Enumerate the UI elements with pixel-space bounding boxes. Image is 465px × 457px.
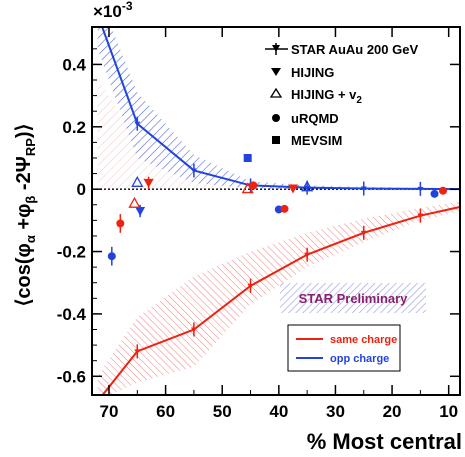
x-tick-label: 30: [326, 402, 345, 421]
x-tick-label: 70: [100, 402, 119, 421]
star-data-point: [190, 327, 197, 333]
legend: STAR AuAu 200 GeV HIJING HIJING + v2 uRQ…: [265, 42, 418, 148]
star-data-point: [360, 186, 367, 192]
legend-open-triangle-marker: [269, 87, 283, 98]
model-point-open-triangle: [128, 196, 141, 208]
y-tick-label: 0: [77, 180, 86, 199]
y-tick-label: 0.4: [62, 55, 86, 74]
model-point-circle: [280, 204, 289, 213]
legend-label-star: STAR AuAu 200 GeV: [291, 42, 418, 57]
model-point-open-triangle: [301, 180, 314, 192]
model-point-open-triangle: [241, 182, 254, 194]
opp-charge-curve: [101, 27, 460, 191]
model-point-down-triangle: [287, 184, 298, 194]
x-tick-label: 10: [439, 402, 458, 421]
legend-star-marker: [272, 45, 280, 52]
star-data-point: [304, 185, 311, 191]
star-data-point: [417, 213, 424, 219]
legend-label-urqmd: uRQMD: [291, 111, 339, 126]
model-point-circle: [439, 186, 448, 195]
legend-entry-star: STAR AuAu 200 GeV: [265, 42, 418, 57]
x-tick-label: 50: [213, 402, 232, 421]
x-tick-label: 20: [383, 402, 402, 421]
plot-frame: [91, 26, 461, 396]
legend-down-triangle-marker: [271, 68, 281, 76]
star-data-point: [134, 121, 141, 127]
legend-circle-marker: [272, 114, 280, 122]
model-point-square: [243, 153, 252, 162]
same-charge-band: [97, 201, 460, 395]
model-point-circle: [116, 219, 125, 228]
star-data-point: [360, 230, 367, 236]
opp-charge-red-band: [97, 80, 279, 190]
y-tick-label: -0.6: [57, 367, 86, 386]
x-tick-label: 60: [156, 402, 175, 421]
legend-entry-urqmd: uRQMD: [272, 111, 339, 126]
legend-label-hijing: HIJING: [291, 65, 334, 80]
model-point-down-triangle: [135, 207, 146, 216]
x-tick-label: 40: [269, 402, 288, 421]
y-tick-label: -0.2: [57, 243, 86, 262]
same-charge-label: same charge: [330, 334, 397, 346]
star-data-point: [417, 186, 424, 192]
model-point-circle: [430, 189, 439, 198]
star-data-point: [190, 168, 197, 174]
legend-entry-hijing-v2: HIJING + v2: [269, 87, 362, 106]
y-axis-label: ⟨cos(φα +φβ -2ΨRP)⟩: [13, 124, 38, 307]
svg-text:STAR Preliminary: STAR Preliminary: [299, 291, 409, 306]
legend-entry-hijing: HIJING: [271, 65, 334, 80]
x-axis-label: % Most central: [307, 429, 462, 454]
charge-legend: same charge opp charge: [287, 324, 401, 372]
model-point-open-triangle: [131, 175, 144, 187]
model-point-down-triangle: [143, 178, 154, 188]
same-charge-curve: [101, 205, 460, 395]
star-data-point: [304, 252, 311, 258]
model-point-circle: [107, 252, 116, 261]
y-tick-label: 0.2: [62, 118, 86, 137]
legend-label-hijing-v2: HIJING + v2: [291, 87, 362, 106]
opp-charge-band: [97, 27, 460, 191]
charge-legend-box: [287, 324, 401, 372]
star-data-point: [134, 349, 141, 355]
star-preliminary-annotation: STAR Preliminary: [280, 283, 426, 313]
legend-label-mevsim: MEVSIM: [291, 133, 342, 148]
y-exponent-label: ×10-3: [93, 0, 133, 21]
y-tick-label: -0.4: [57, 305, 87, 324]
model-point-circle: [249, 181, 258, 190]
opp-charge-label: opp charge: [330, 353, 389, 365]
star-data-point: [247, 283, 254, 289]
legend-entry-mevsim: MEVSIM: [272, 133, 342, 148]
legend-square-marker: [272, 136, 280, 144]
